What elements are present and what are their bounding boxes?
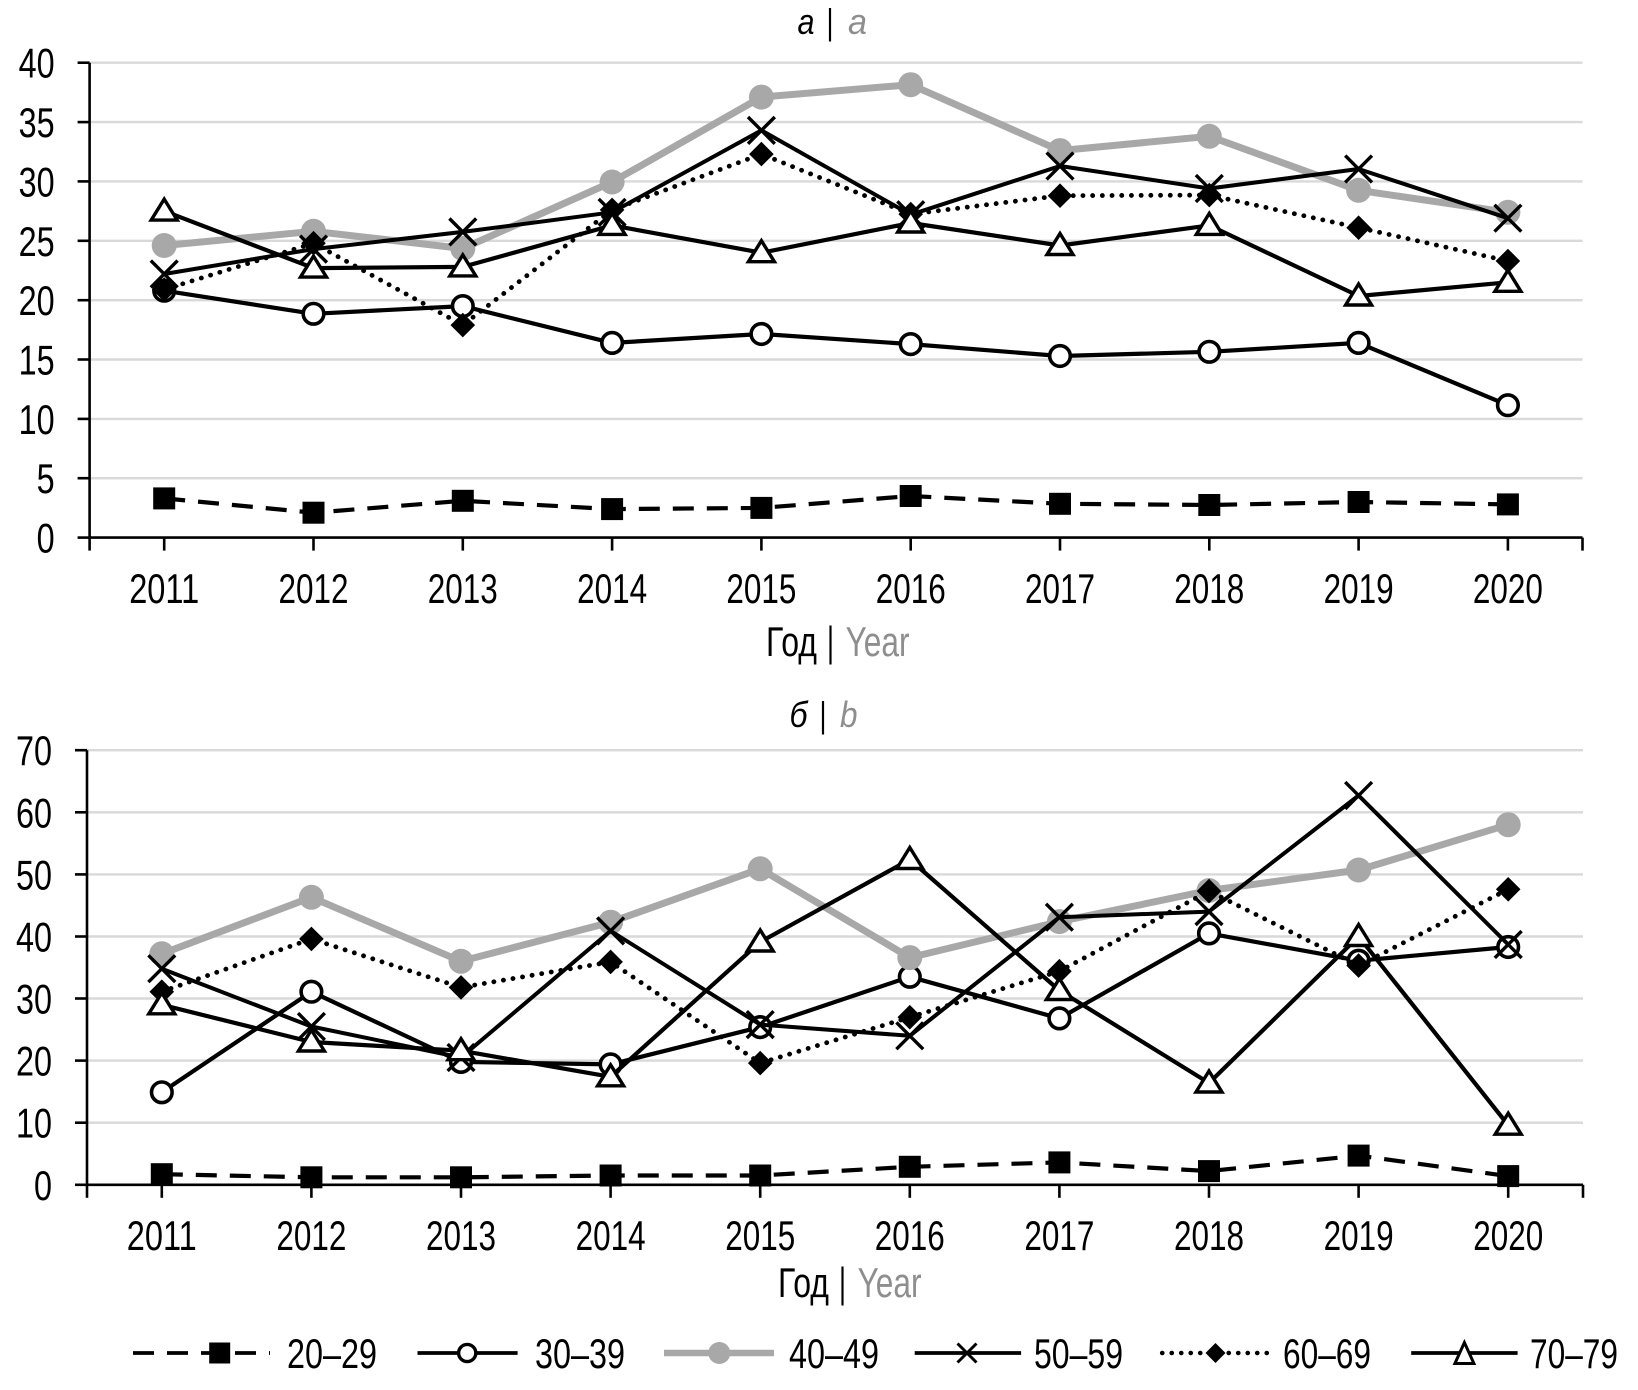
svg-text:|: | <box>839 1259 846 1306</box>
svg-text:60: 60 <box>16 789 52 836</box>
svg-text:2020: 2020 <box>1473 1212 1543 1259</box>
svg-text:70–79: 70–79 <box>1530 1330 1618 1377</box>
svg-text:б: б <box>790 694 810 735</box>
svg-text:b: b <box>840 694 858 735</box>
svg-text:70: 70 <box>16 727 52 774</box>
svg-text:2018: 2018 <box>1174 565 1244 612</box>
svg-text:2013: 2013 <box>428 565 498 612</box>
svg-text:50: 50 <box>16 851 52 898</box>
svg-text:2014: 2014 <box>576 1212 646 1259</box>
svg-text:10: 10 <box>16 1100 52 1147</box>
svg-text:|: | <box>827 1 834 42</box>
svg-text:2012: 2012 <box>279 565 349 612</box>
svg-text:2019: 2019 <box>1324 565 1394 612</box>
svg-text:10: 10 <box>19 396 55 443</box>
svg-text:|: | <box>820 694 827 735</box>
svg-text:2011: 2011 <box>127 1212 197 1259</box>
svg-text:2012: 2012 <box>276 1212 346 1259</box>
svg-text:2015: 2015 <box>726 565 796 612</box>
svg-text:40: 40 <box>16 914 52 961</box>
svg-text:Year: Year <box>846 618 910 665</box>
svg-text:0: 0 <box>37 515 55 562</box>
svg-text:2013: 2013 <box>426 1212 496 1259</box>
svg-text:2016: 2016 <box>876 565 946 612</box>
svg-text:2011: 2011 <box>129 565 199 612</box>
svg-text:|: | <box>827 618 834 665</box>
svg-text:2019: 2019 <box>1324 1212 1394 1259</box>
svg-text:20: 20 <box>16 1038 52 1085</box>
svg-text:2020: 2020 <box>1473 565 1543 612</box>
svg-text:а: а <box>798 1 815 42</box>
svg-text:2017: 2017 <box>1025 565 1095 612</box>
svg-text:2015: 2015 <box>725 1212 795 1259</box>
svg-text:20: 20 <box>19 277 55 324</box>
svg-text:2014: 2014 <box>577 565 647 612</box>
svg-text:40: 40 <box>19 40 55 87</box>
svg-text:Год: Год <box>778 1259 829 1306</box>
svg-text:60–69: 60–69 <box>1283 1330 1371 1377</box>
svg-text:5: 5 <box>37 455 55 502</box>
svg-text:40–49: 40–49 <box>789 1330 879 1377</box>
svg-text:50–59: 50–59 <box>1034 1330 1123 1377</box>
svg-text:Год: Год <box>766 618 817 665</box>
svg-text:30–39: 30–39 <box>535 1330 625 1377</box>
svg-text:30: 30 <box>16 976 52 1023</box>
svg-text:0: 0 <box>34 1162 52 1209</box>
svg-text:a: a <box>848 1 867 42</box>
svg-text:35: 35 <box>19 99 55 146</box>
svg-text:25: 25 <box>19 218 55 265</box>
svg-text:2016: 2016 <box>875 1212 945 1259</box>
svg-text:15: 15 <box>19 337 55 384</box>
svg-text:20–29: 20–29 <box>287 1330 377 1377</box>
svg-text:Year: Year <box>858 1259 922 1306</box>
svg-text:30: 30 <box>19 158 55 205</box>
svg-text:2017: 2017 <box>1024 1212 1094 1259</box>
svg-text:2018: 2018 <box>1174 1212 1244 1259</box>
